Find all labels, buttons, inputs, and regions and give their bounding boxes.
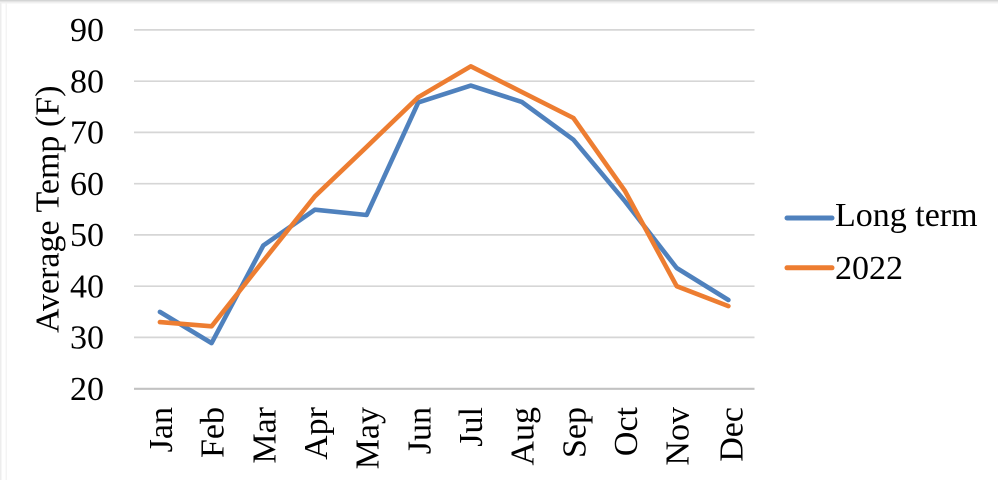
svg-text:Apr: Apr — [298, 406, 335, 460]
svg-text:Nov: Nov — [660, 407, 697, 466]
svg-text:2022: 2022 — [835, 250, 903, 287]
svg-text:May: May — [350, 407, 387, 469]
svg-text:Feb: Feb — [195, 407, 232, 458]
svg-text:40: 40 — [70, 269, 104, 306]
svg-text:80: 80 — [70, 64, 104, 101]
svg-text:70: 70 — [70, 115, 104, 152]
svg-text:30: 30 — [70, 320, 104, 357]
svg-text:Sep: Sep — [556, 407, 593, 458]
svg-text:Aug: Aug — [505, 407, 542, 466]
svg-text:90: 90 — [70, 12, 104, 49]
svg-text:Dec: Dec — [713, 407, 750, 462]
svg-text:50: 50 — [70, 217, 104, 254]
svg-text:Long term: Long term — [835, 197, 978, 234]
svg-text:Average Temp (F): Average Temp (F) — [30, 86, 67, 333]
svg-text:Mar: Mar — [246, 406, 283, 463]
svg-text:60: 60 — [70, 166, 104, 203]
svg-text:Jun: Jun — [401, 407, 438, 454]
svg-text:Jan: Jan — [143, 407, 180, 452]
svg-text:Oct: Oct — [608, 406, 645, 456]
svg-text:20: 20 — [70, 371, 104, 408]
svg-text:Jul: Jul — [453, 407, 490, 447]
